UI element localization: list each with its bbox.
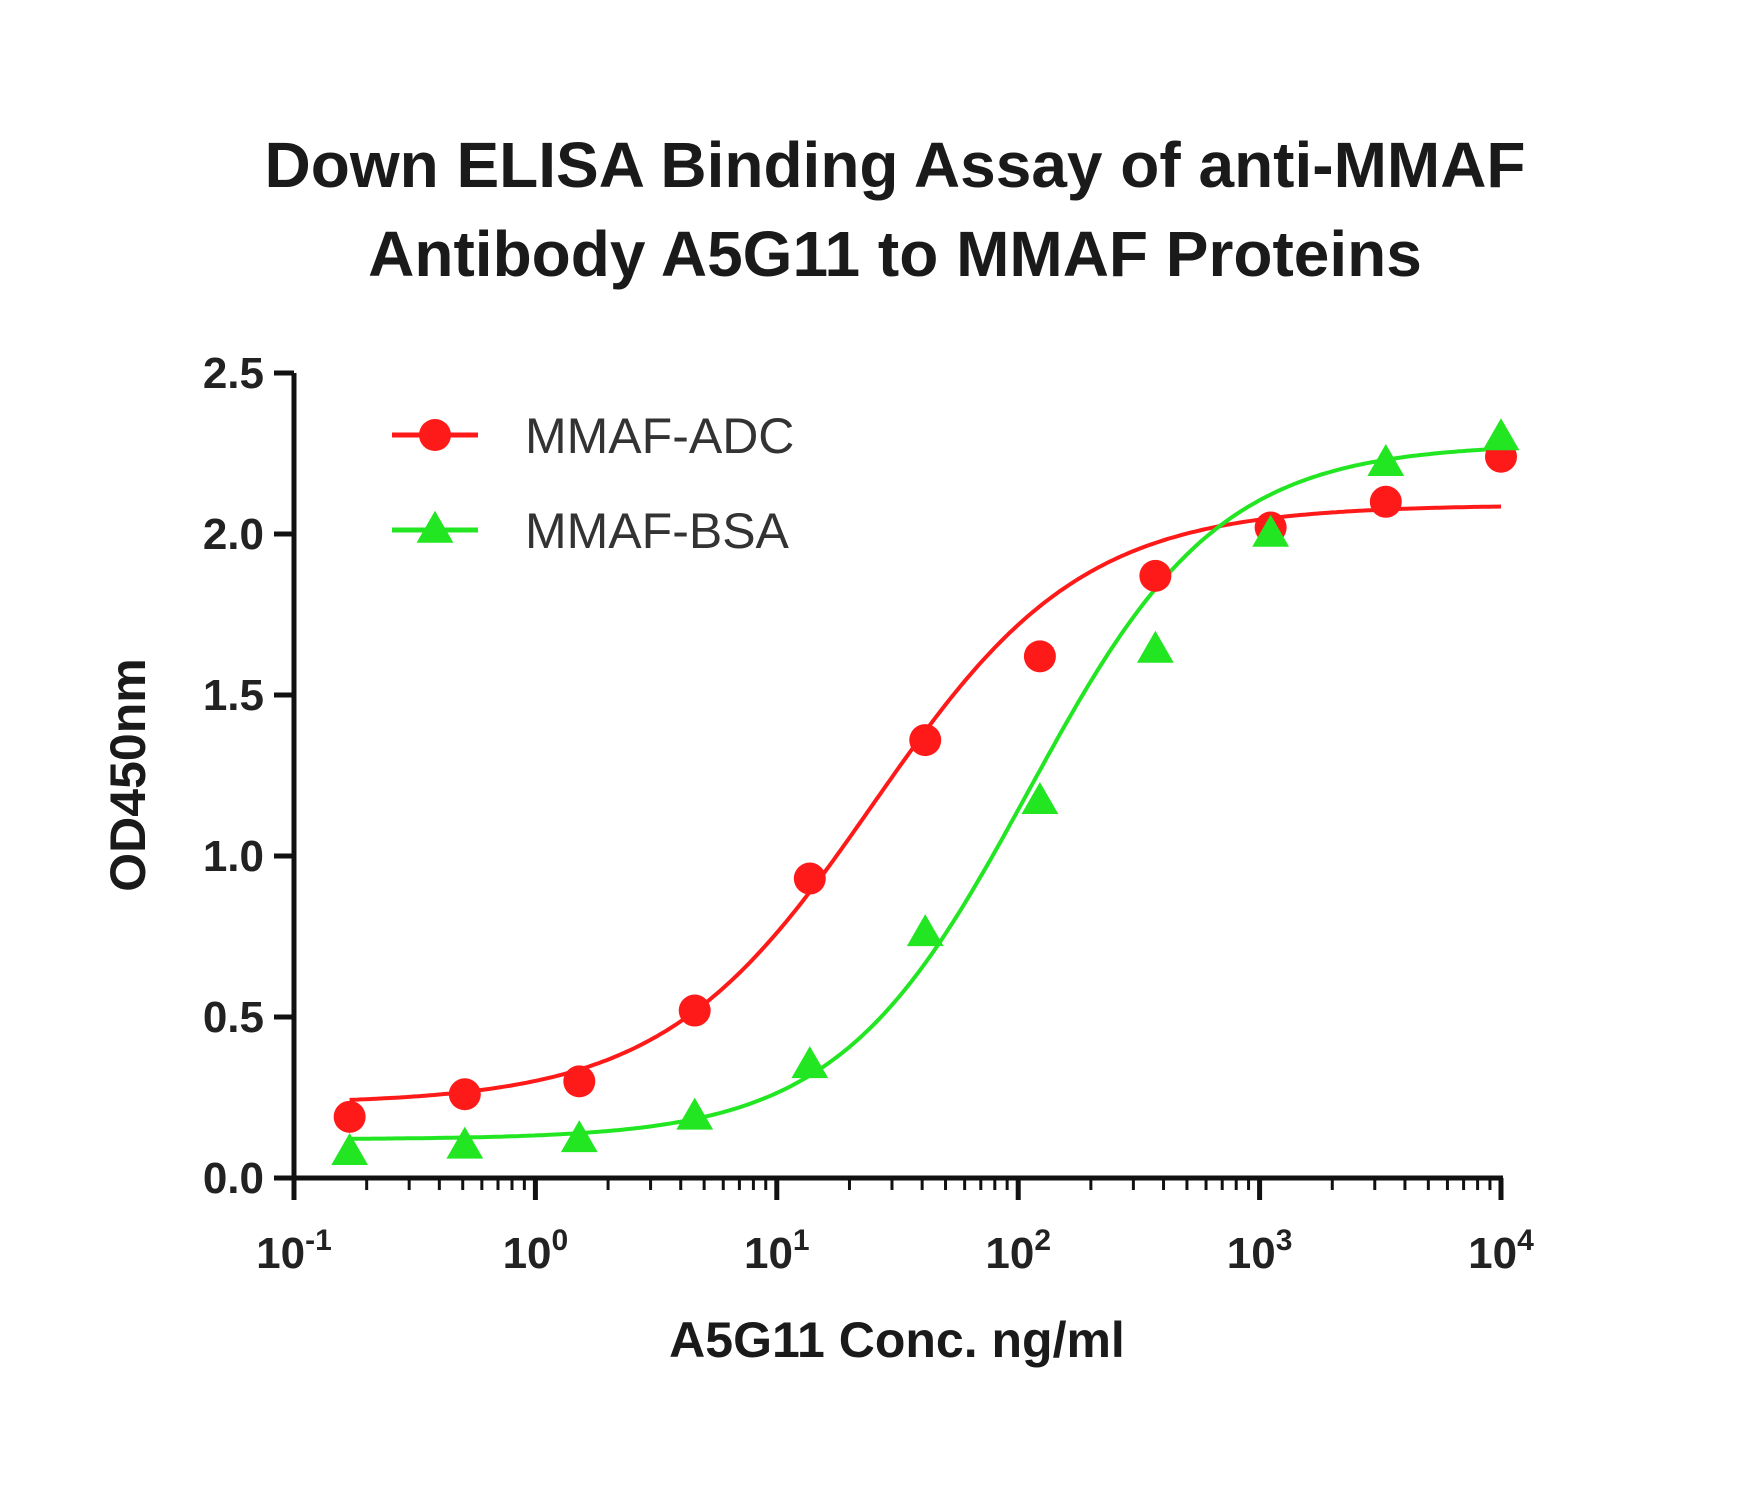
data-point-mmaf-bsa	[791, 1046, 829, 1079]
fit-curve-mmaf-bsa	[349, 446, 1502, 1141]
x-tick-label: 10-1	[256, 1224, 332, 1278]
data-point-mmaf-bsa	[331, 1133, 369, 1166]
chart-title-line-1: Down ELISA Binding Assay of anti-MMAF	[265, 129, 1526, 201]
y-tick-label: 1.5	[203, 671, 264, 720]
data-point-mmaf-adc	[1139, 559, 1172, 592]
legend-label: MMAF-BSA	[525, 503, 790, 559]
data-point-mmaf-adc	[909, 724, 942, 757]
data-points	[331, 418, 1520, 1166]
legend-label: MMAF-ADC	[525, 408, 794, 464]
x-tick-label: 101	[744, 1224, 810, 1278]
data-point-mmaf-adc	[678, 994, 711, 1027]
data-point-mmaf-bsa	[1367, 443, 1405, 476]
x-axis-title: A5G11 Conc. ng/ml	[669, 1312, 1125, 1368]
x-tick-label: 102	[985, 1224, 1051, 1278]
x-tick-label: 104	[1468, 1224, 1534, 1278]
data-point-mmaf-bsa	[906, 914, 944, 947]
fit-curves	[349, 446, 1502, 1141]
chart-title-line-2: Antibody A5G11 to MMAF Proteins	[368, 218, 1422, 290]
data-point-mmaf-adc	[1023, 640, 1056, 673]
data-point-mmaf-adc	[793, 862, 826, 895]
data-point-mmaf-adc	[563, 1065, 596, 1098]
data-point-mmaf-adc	[448, 1078, 481, 1111]
y-tick-label: 2.5	[203, 349, 264, 398]
data-point-mmaf-bsa	[676, 1097, 714, 1130]
legend: MMAF-ADC MMAF-BSA	[392, 408, 794, 559]
x-tick-label: 100	[503, 1224, 569, 1278]
legend-marker	[416, 510, 454, 543]
y-tick-label: 2.0	[203, 510, 264, 559]
fit-curve-mmaf-adc	[349, 504, 1502, 1102]
x-tick-label: 103	[1227, 1224, 1293, 1278]
data-point-mmaf-bsa	[1021, 782, 1059, 815]
data-point-mmaf-bsa	[446, 1126, 484, 1159]
y-axis-title: OD450nm	[100, 658, 156, 891]
data-point-mmaf-adc	[1369, 485, 1402, 518]
y-tick-label: 0.0	[203, 1154, 264, 1203]
data-point-mmaf-bsa	[1136, 630, 1174, 663]
data-point-mmaf-bsa	[560, 1120, 598, 1153]
data-point-mmaf-bsa	[1482, 418, 1520, 451]
legend-marker	[419, 419, 451, 451]
data-point-mmaf-adc	[333, 1100, 366, 1133]
y-tick-label: 0.5	[203, 993, 264, 1042]
axes: 0.0 0.5 1.0 1.5 2.0 2.5 10-1 100 101 102 103 104	[203, 349, 1534, 1278]
y-tick-label: 1.0	[203, 832, 264, 881]
data-point-mmaf-bsa	[1252, 514, 1290, 547]
